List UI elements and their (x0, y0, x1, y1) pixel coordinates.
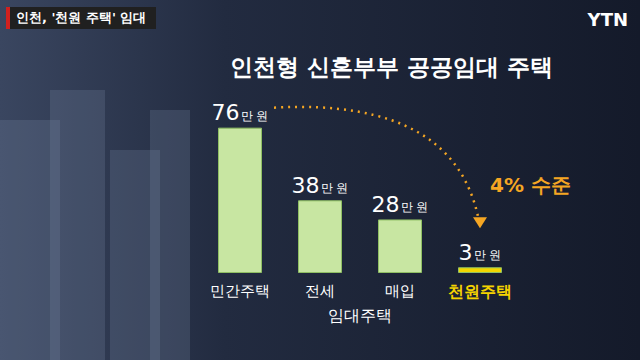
svg-text:YTN: YTN (587, 9, 628, 30)
svg-text:인천형 신혼부부 공공임대 주택: 인천형 신혼부부 공공임대 주택 (230, 54, 553, 80)
svg-text:민간주택: 민간주택 (210, 282, 270, 300)
svg-text:28: 28 (372, 192, 400, 217)
svg-text:만 원: 만 원 (241, 109, 269, 123)
svg-text:만 원: 만 원 (474, 248, 502, 262)
svg-text:76: 76 (212, 100, 240, 125)
svg-text:임대주택: 임대주택 (328, 306, 392, 325)
svg-text:만 원: 만 원 (401, 200, 429, 214)
svg-text:매입: 매입 (385, 282, 415, 300)
svg-text:전세: 전세 (305, 282, 335, 300)
svg-text:만 원: 만 원 (321, 181, 349, 195)
svg-text:38: 38 (292, 173, 320, 198)
svg-text:인천, '천원 주택' 임대: 인천, '천원 주택' 임대 (16, 10, 146, 25)
svg-text:4% 수준: 4% 수준 (490, 173, 571, 197)
svg-text:3: 3 (459, 240, 473, 265)
svg-text:천원주택: 천원주택 (448, 282, 512, 301)
